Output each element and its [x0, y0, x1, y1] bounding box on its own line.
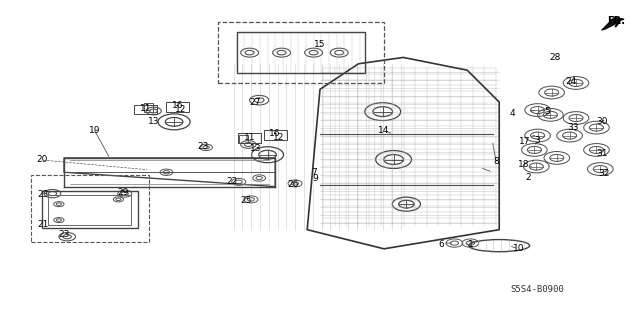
Text: 7: 7 [311, 168, 316, 177]
Text: 26: 26 [287, 180, 299, 189]
Text: 18: 18 [518, 160, 529, 169]
Text: 20: 20 [36, 155, 47, 164]
Text: 3: 3 [535, 136, 540, 145]
Bar [218, 22, 384, 83]
Text: 31: 31 [596, 149, 607, 158]
Text: 14: 14 [378, 126, 390, 135]
Text: 13: 13 [148, 117, 159, 126]
Text: 24: 24 [565, 77, 577, 86]
Text: S5S4-B0900: S5S4-B0900 [511, 285, 564, 294]
Text: 6: 6 [439, 240, 444, 249]
Text: 23: 23 [58, 230, 70, 239]
Bar [166, 102, 189, 112]
Text: 5: 5 [545, 107, 550, 116]
Bar [48, 195, 131, 225]
Text: 32: 32 [598, 169, 610, 178]
Text: 13: 13 [250, 144, 262, 153]
Text: 15: 15 [314, 40, 326, 49]
Text: 21: 21 [38, 220, 49, 229]
Bar [238, 133, 261, 143]
Text: 28: 28 [550, 53, 561, 62]
Text: 25: 25 [241, 197, 252, 205]
Text: 16: 16 [269, 130, 281, 138]
Text: 8: 8 [493, 157, 499, 166]
Text: 4: 4 [509, 109, 515, 118]
Text: 1: 1 [468, 240, 473, 249]
Bar [134, 105, 157, 114]
Bar [239, 136, 248, 144]
Text: 23: 23 [198, 142, 209, 151]
Bar [144, 103, 153, 112]
Text: FR.: FR. [607, 16, 625, 26]
Text: 23: 23 [37, 190, 49, 199]
Text: 30: 30 [596, 117, 607, 126]
Bar [31, 175, 149, 242]
Text: 33: 33 [567, 123, 579, 132]
Text: 27: 27 [249, 98, 260, 107]
Text: 11: 11 [244, 133, 255, 142]
Text: 29: 29 [118, 189, 129, 197]
Bar [264, 130, 287, 140]
Text: 12: 12 [175, 105, 187, 114]
Text: 22: 22 [227, 177, 238, 186]
Text: 12: 12 [273, 133, 284, 142]
Text: 19: 19 [89, 126, 100, 135]
Text: 17: 17 [519, 137, 531, 146]
Text: 2: 2 [525, 173, 531, 182]
Text: 9: 9 [313, 174, 318, 183]
Bar [237, 32, 365, 73]
Text: 10: 10 [513, 244, 524, 253]
Polygon shape [602, 18, 624, 30]
Bar [42, 191, 138, 228]
Text: 11: 11 [140, 104, 152, 113]
Text: 16: 16 [172, 101, 184, 110]
